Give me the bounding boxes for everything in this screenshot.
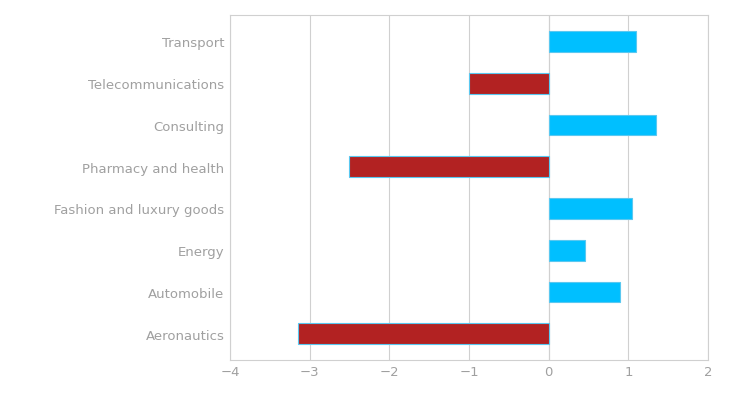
- Bar: [549, 115, 656, 136]
- Bar: [549, 282, 620, 303]
- Bar: [549, 32, 637, 53]
- Bar: [549, 198, 632, 219]
- Bar: [469, 74, 549, 94]
- Bar: [549, 240, 585, 261]
- Bar: [298, 324, 549, 344]
- Bar: [350, 157, 549, 178]
